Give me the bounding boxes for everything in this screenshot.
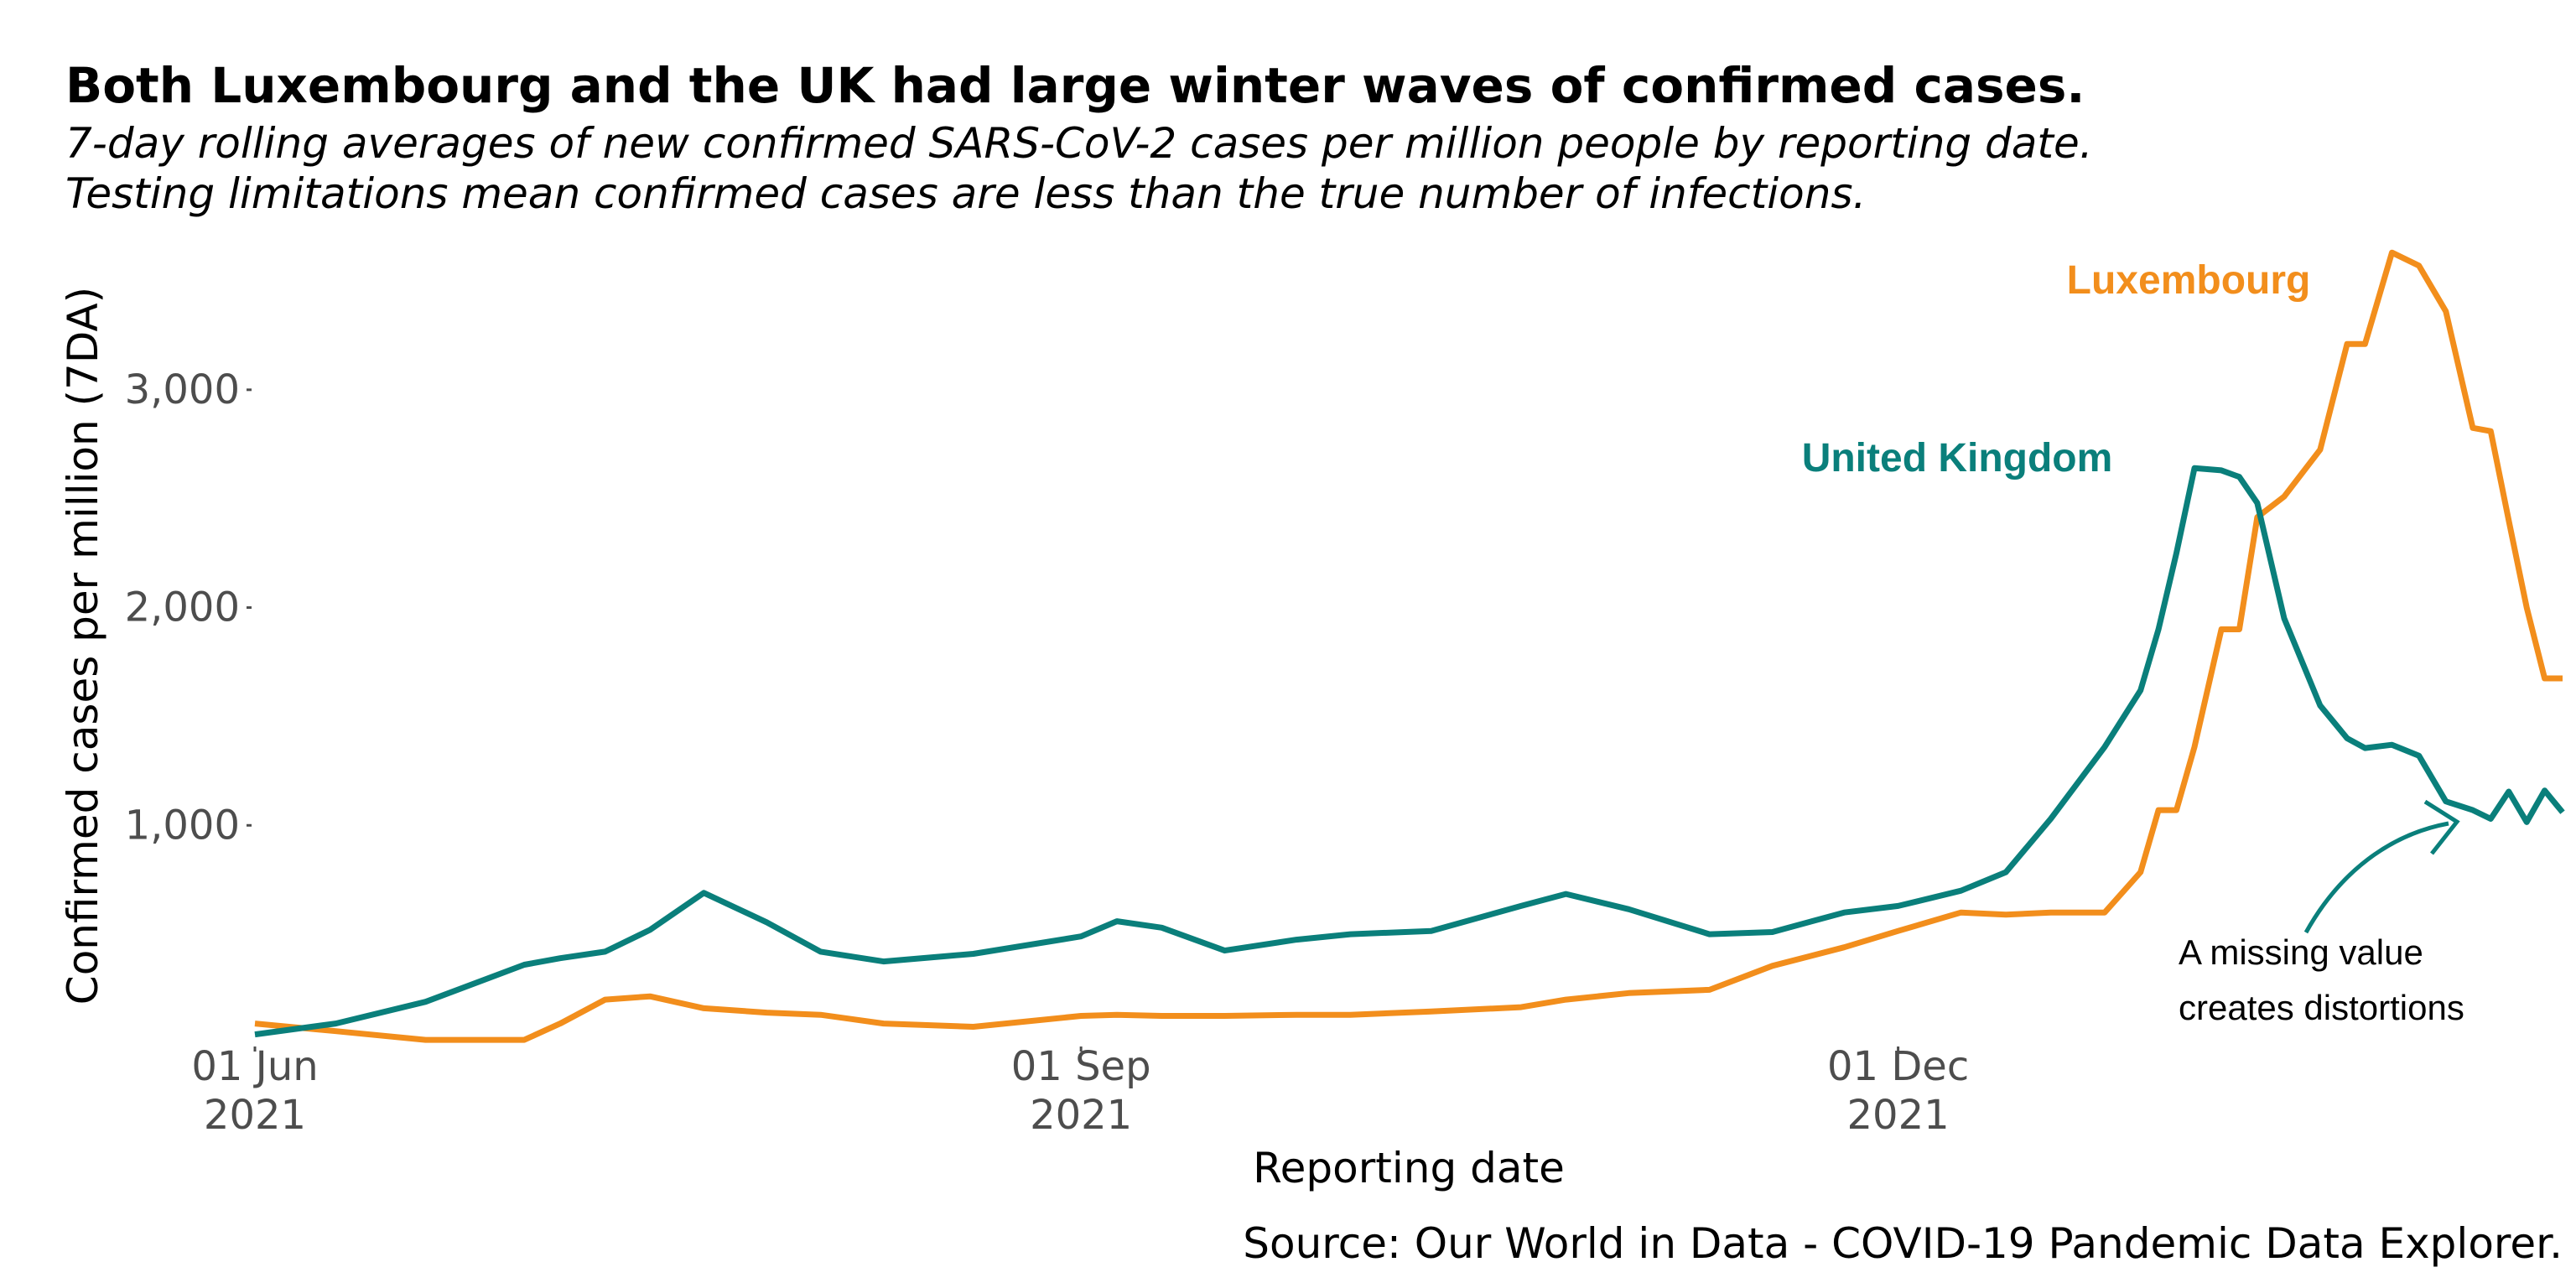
series-line — [254, 465, 2565, 1038]
annotation: creates distortions — [2179, 988, 2464, 1027]
annotation: A missing value — [2179, 932, 2423, 972]
source: Source: Our World in Data - COVID-19 Pan… — [1243, 1219, 2563, 1268]
chart-subtitle: Testing limitations mean confirmed cases… — [65, 169, 1866, 218]
series-line — [254, 249, 2563, 1043]
x-axis-title: Reporting date — [1253, 1144, 1565, 1192]
series-label: Luxembourg — [2067, 258, 2311, 303]
annotation-arrowhead — [2423, 799, 2460, 855]
chart-title: Both Luxembourg and the UK had large win… — [65, 57, 2085, 114]
y-axis-title: Confirmed cases per million (7DA) — [59, 287, 107, 1005]
x-tick-label: 01 Jun 2021 — [191, 1043, 318, 1139]
x-tick-label: 01 Sep 2021 — [1011, 1043, 1151, 1139]
annotation-arrow — [2303, 821, 2449, 934]
y-tick-label: 3,000 — [125, 366, 240, 413]
x-tick-label: 01 Dec 2021 — [1827, 1043, 1969, 1139]
series-label: United Kingdom — [1802, 436, 2113, 480]
y-tick-label: 1,000 — [125, 802, 240, 849]
y-tick-label: 2,000 — [125, 584, 240, 631]
chart-subtitle: 7-day rolling averages of new confirmed … — [65, 119, 2093, 168]
